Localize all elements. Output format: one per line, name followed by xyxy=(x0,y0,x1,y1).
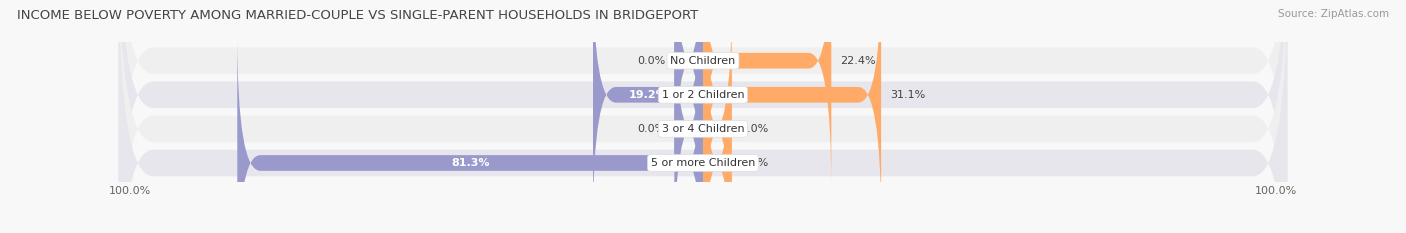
Text: INCOME BELOW POVERTY AMONG MARRIED-COUPLE VS SINGLE-PARENT HOUSEHOLDS IN BRIDGEP: INCOME BELOW POVERTY AMONG MARRIED-COUPL… xyxy=(17,9,699,22)
Text: 5 or more Children: 5 or more Children xyxy=(651,158,755,168)
Text: 0.0%: 0.0% xyxy=(740,124,769,134)
Text: 0.0%: 0.0% xyxy=(637,56,666,66)
Text: 81.3%: 81.3% xyxy=(451,158,489,168)
FancyBboxPatch shape xyxy=(703,34,731,233)
Text: 3 or 4 Children: 3 or 4 Children xyxy=(662,124,744,134)
Text: 31.1%: 31.1% xyxy=(890,90,925,100)
Text: 0.0%: 0.0% xyxy=(740,158,769,168)
Text: 19.2%: 19.2% xyxy=(628,90,668,100)
FancyBboxPatch shape xyxy=(703,0,882,223)
Text: Source: ZipAtlas.com: Source: ZipAtlas.com xyxy=(1278,9,1389,19)
FancyBboxPatch shape xyxy=(703,0,831,189)
Text: 1 or 2 Children: 1 or 2 Children xyxy=(662,90,744,100)
FancyBboxPatch shape xyxy=(238,34,703,233)
FancyBboxPatch shape xyxy=(703,0,731,233)
FancyBboxPatch shape xyxy=(118,0,1288,233)
FancyBboxPatch shape xyxy=(118,0,1288,233)
FancyBboxPatch shape xyxy=(593,0,703,223)
Text: 0.0%: 0.0% xyxy=(637,124,666,134)
Text: No Children: No Children xyxy=(671,56,735,66)
FancyBboxPatch shape xyxy=(675,0,703,189)
FancyBboxPatch shape xyxy=(118,0,1288,233)
Text: 22.4%: 22.4% xyxy=(839,56,876,66)
FancyBboxPatch shape xyxy=(118,0,1288,233)
FancyBboxPatch shape xyxy=(675,0,703,233)
